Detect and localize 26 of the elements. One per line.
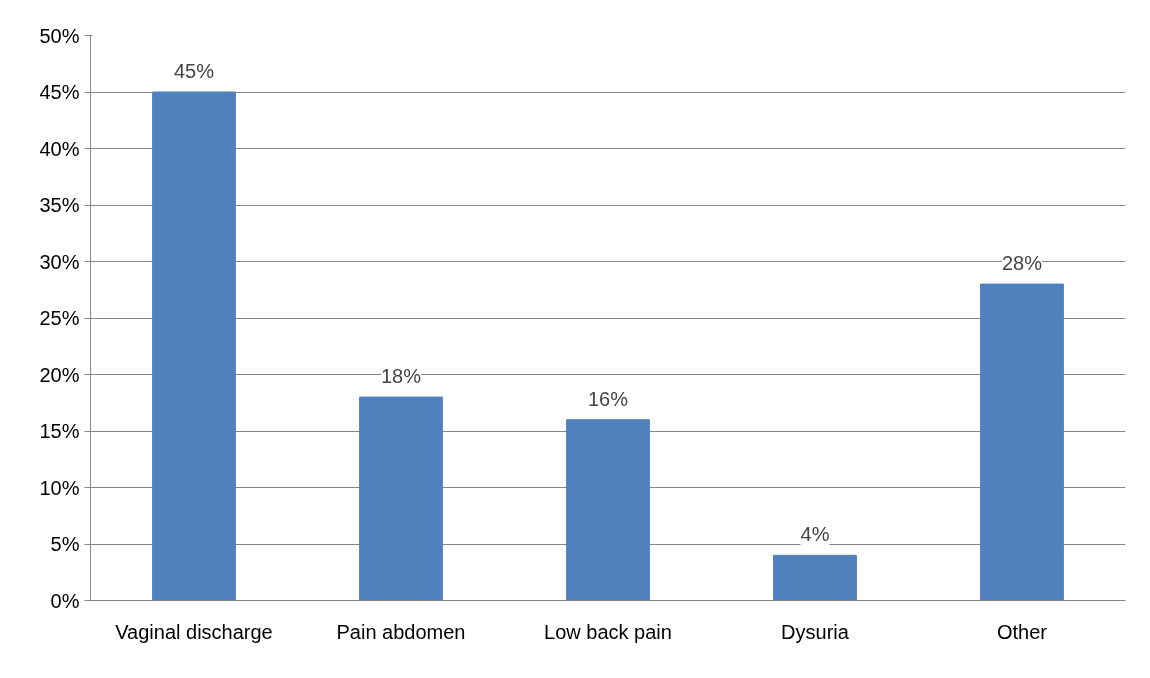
data-label: 45% [173, 60, 215, 82]
y-tick-label: 15% [39, 420, 80, 442]
bar [566, 419, 650, 601]
data-label: 4% [800, 523, 830, 546]
x-tick-label: Low back pain [544, 620, 672, 643]
bar [359, 396, 443, 601]
bar [980, 283, 1064, 601]
y-tick-label: 0% [50, 589, 80, 612]
y-tick-label: 50% [39, 24, 80, 47]
y-tick-label: 20% [39, 363, 80, 386]
y-tick-label: 40% [39, 137, 80, 160]
y-tick-label: 35% [39, 194, 80, 216]
y-tick-label: 10% [39, 476, 80, 499]
data-label: 28% [1001, 252, 1043, 275]
y-tick-label: 45% [39, 81, 80, 103]
x-tick-label: Pain abdomen [336, 620, 466, 643]
bar [773, 554, 857, 601]
y-tick-label: 30% [39, 250, 80, 273]
y-tick-label: 25% [39, 307, 80, 329]
data-label: 16% [587, 387, 629, 410]
bar [152, 91, 236, 601]
x-tick-label: Dysuria [781, 620, 850, 643]
x-tick-label: Other [996, 620, 1048, 643]
x-tick-label: Vaginal discharge [115, 620, 273, 643]
y-tick-label: 5% [50, 533, 80, 555]
data-label: 18% [380, 365, 422, 388]
